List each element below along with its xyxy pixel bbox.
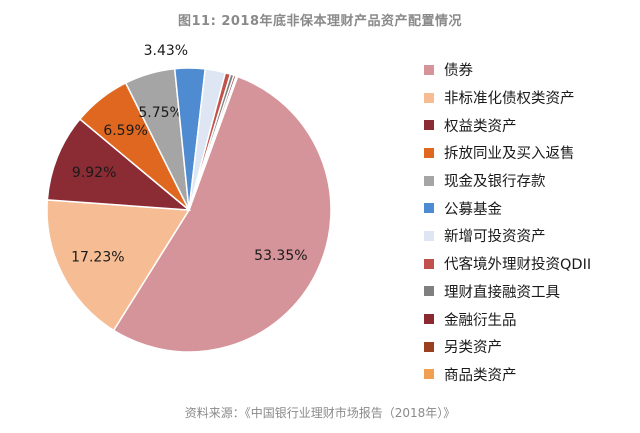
- legend-swatch: [424, 203, 434, 214]
- data-label: 3.43%: [144, 43, 188, 59]
- chart-area: 53.35% 17.23% 9.92% 6.59% 5.75% 3.43% 债券非标准化债…: [9, 40, 627, 390]
- legend-swatch: [424, 341, 434, 352]
- data-label: 17.23%: [71, 249, 124, 265]
- legend-swatch: [424, 286, 434, 297]
- legend-item: 现金及银行存款: [424, 167, 634, 195]
- legend: 债券非标准化债权类资产 权益类资产拆放同业及买入返售 现金及银行存款 公募基金新增可投…: [424, 56, 634, 388]
- pie-slice: [46, 118, 192, 211]
- legend-label: 商品类资产: [444, 367, 517, 384]
- legend-swatch: [424, 120, 434, 131]
- data-label: 5.75%: [138, 105, 182, 121]
- legend-label: 公募基金: [444, 201, 502, 218]
- legend-label: 新增可投资资产: [444, 229, 546, 246]
- legend-label: 代客境外理财投资QDII: [444, 257, 592, 274]
- legend-item: 金融衍生品: [424, 305, 634, 333]
- legend-label: 债券: [444, 63, 473, 80]
- legend-swatch: [424, 258, 434, 269]
- legend-swatch: [424, 92, 434, 103]
- data-label: 53.35%: [254, 248, 307, 264]
- legend-swatch: [424, 314, 434, 325]
- legend-swatch: [424, 369, 434, 380]
- legend-label: 现金及银行存款: [444, 174, 546, 191]
- legend-label: 拆放同业及买入返售: [444, 146, 575, 163]
- legend-item: 商品类资产: [424, 361, 634, 389]
- pie-slice: [188, 75, 239, 211]
- legend-item: 权益类资产: [424, 111, 634, 139]
- legend-label: 理财直接融资工具: [444, 284, 560, 301]
- legend-swatch: [424, 64, 434, 75]
- legend-item: 公募基金: [424, 194, 634, 222]
- legend-item: 代客境外理财投资QDII: [424, 250, 634, 278]
- source-note: 资料来源：《中国银行业理财市场报告（2018年）》: [184, 406, 456, 420]
- legend-item: 拆放同业及买入返售: [424, 139, 634, 167]
- legend-label: 另类资产: [444, 340, 502, 357]
- legend-item: 理财直接融资工具: [424, 278, 634, 306]
- legend-swatch: [424, 147, 434, 158]
- pie-slice: [112, 75, 332, 353]
- data-label: 6.59%: [103, 123, 147, 139]
- legend-item: 非标准化债权类资产: [424, 84, 634, 112]
- pie-slice: [46, 199, 191, 332]
- data-label: 9.92%: [72, 165, 116, 181]
- legend-item: 新增可投资资产: [424, 222, 634, 250]
- chart-title: 图11: 2018年底非保本理财产品资产配置情况: [178, 14, 462, 29]
- legend-label: 权益类资产: [444, 118, 517, 135]
- legend-label: 非标准化债权类资产: [444, 91, 575, 108]
- pie-chart: 53.35% 17.23% 9.92% 6.59% 5.75% 3.43%: [46, 43, 332, 353]
- legend-swatch: [424, 175, 434, 186]
- legend-swatch: [424, 230, 434, 241]
- legend-item: 债券: [424, 56, 634, 84]
- legend-label: 金融衍生品: [444, 312, 517, 329]
- legend-item: 另类资产: [424, 333, 634, 361]
